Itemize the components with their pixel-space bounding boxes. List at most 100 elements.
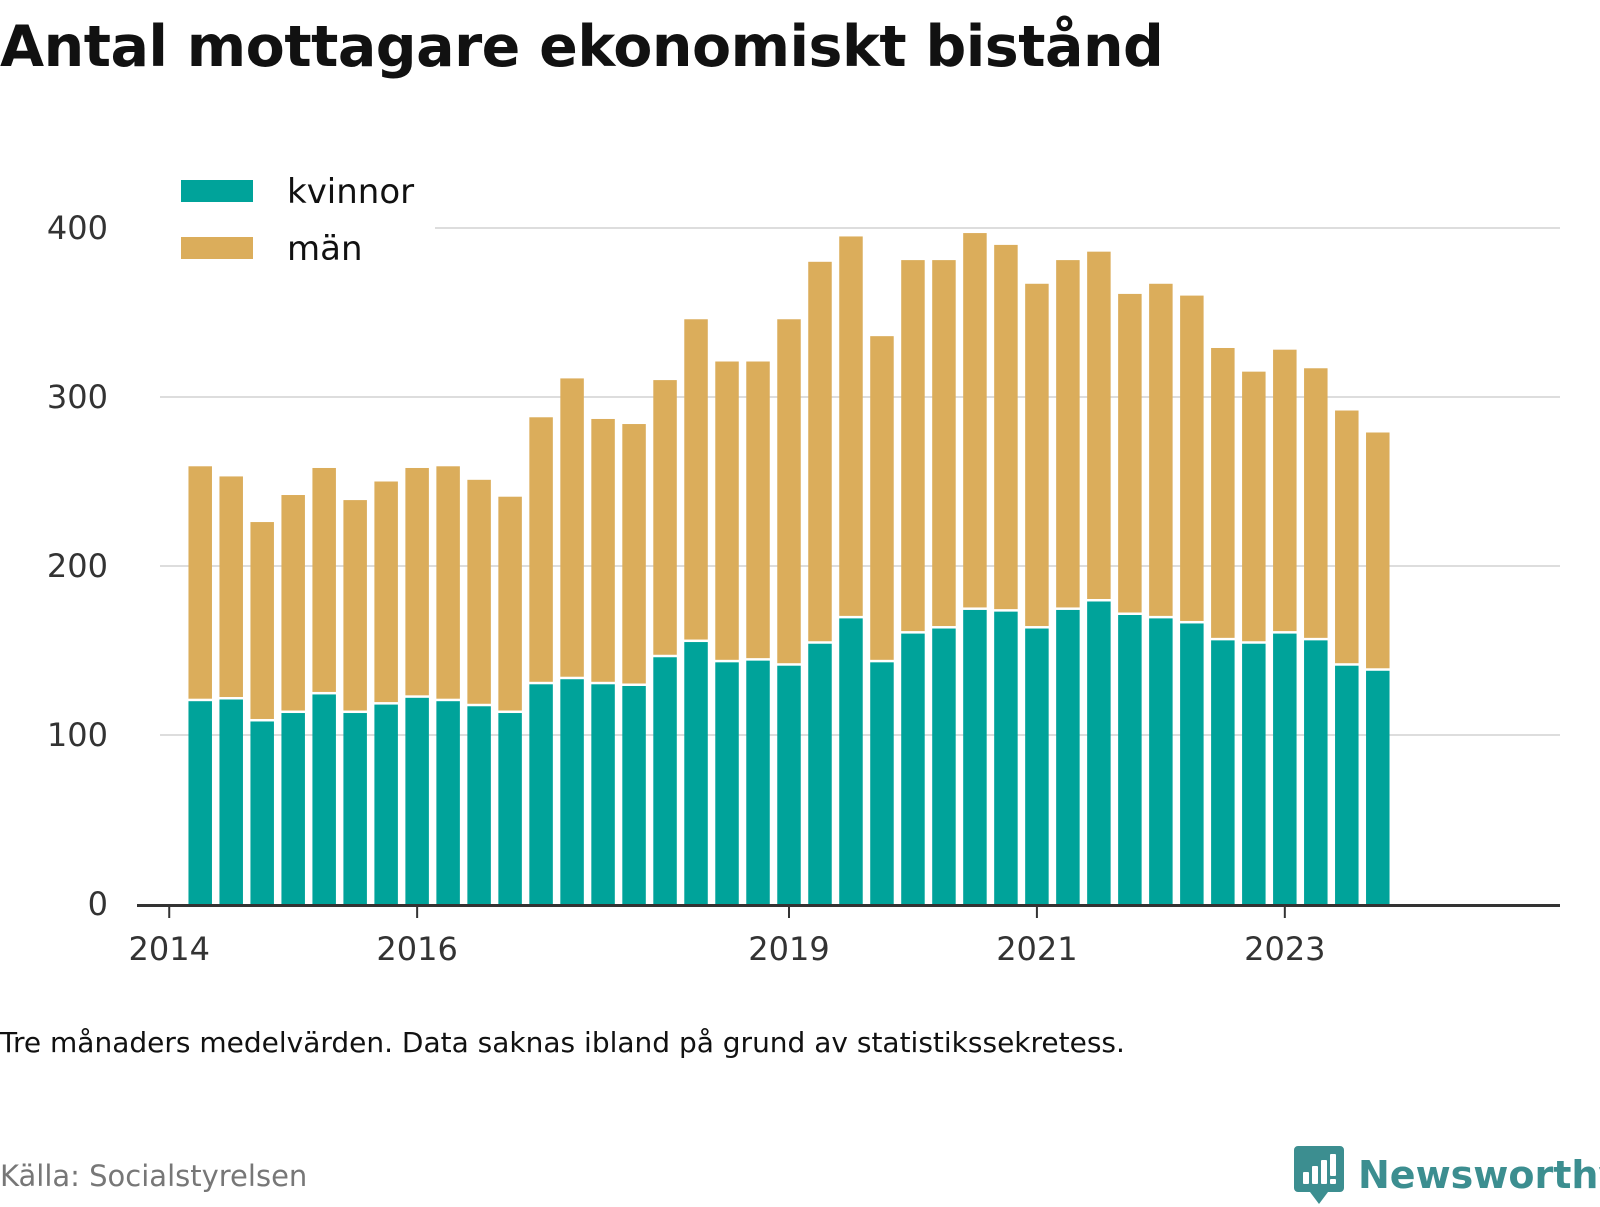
legend-label: kvinnor — [287, 172, 414, 212]
bar-kvinnor — [467, 706, 491, 904]
bar-kvinnor — [1211, 640, 1235, 904]
bar-man — [591, 418, 615, 682]
bar-kvinnor — [808, 643, 832, 904]
legend-swatch-man — [181, 237, 253, 259]
bar-kvinnor — [839, 618, 863, 904]
bar-man — [1335, 410, 1359, 664]
bar-kvinnor — [901, 633, 925, 904]
bar-kvinnor — [436, 701, 460, 904]
bar-kvinnor — [1304, 640, 1328, 904]
bar-man — [498, 496, 522, 711]
y-tick-label: 200 — [47, 547, 108, 585]
bar-kvinnor — [994, 611, 1018, 904]
bar-kvinnor — [870, 662, 894, 904]
y-tick-label: 300 — [47, 378, 108, 416]
bar-kvinnor — [529, 684, 553, 904]
bar-kvinnor — [1242, 643, 1266, 904]
bar-man — [1025, 283, 1049, 627]
bar-man — [901, 260, 925, 632]
bar-man — [1366, 432, 1390, 669]
bar-man — [1180, 295, 1204, 621]
bar-kvinnor — [1273, 633, 1297, 904]
bar-man — [405, 467, 429, 696]
legend-swatch-kvinnor — [181, 180, 253, 202]
x-tick-label: 2023 — [1244, 930, 1325, 968]
bar-kvinnor — [1056, 609, 1080, 904]
bar-man — [994, 244, 1018, 610]
bar-kvinnor — [1180, 623, 1204, 904]
bar-man — [777, 319, 801, 664]
bar-man — [808, 261, 832, 642]
bar-kvinnor — [591, 684, 615, 904]
bar-man — [560, 378, 584, 677]
bar-man — [374, 481, 398, 703]
bar-chart: 0 100 200 300 400 2014 2016 2019 2021 2023 kvinno… — [46, 160, 1560, 968]
bar-man — [932, 260, 956, 627]
legend: kvinnor män — [160, 160, 435, 278]
bar-kvinnor — [715, 662, 739, 904]
bar-kvinnor — [1118, 615, 1142, 904]
bar-man — [1149, 283, 1173, 616]
bar-kvinnor — [1087, 601, 1111, 904]
legend-label: män — [287, 229, 363, 269]
bar-kvinnor — [498, 713, 522, 904]
bar-kvinnor — [653, 657, 677, 904]
bar-man — [1304, 368, 1328, 638]
bar-kvinnor — [1025, 628, 1049, 904]
brand-name: Newsworthy — [1358, 1153, 1600, 1197]
bar-kvinnor — [343, 713, 367, 904]
bar-man — [1118, 293, 1142, 613]
bar-man — [1273, 349, 1297, 632]
bar-man — [622, 424, 646, 684]
bar-man — [436, 466, 460, 699]
bar-kvinnor — [777, 665, 801, 904]
bar-man — [312, 467, 336, 692]
bar-kvinnor — [963, 609, 987, 904]
y-tick-label: 100 — [47, 716, 108, 754]
bar-man — [746, 361, 770, 659]
chart-note: Tre månaders medelvärden. Data saknas ib… — [0, 1026, 1125, 1059]
source-label: Källa: Socialstyrelsen — [0, 1159, 308, 1193]
bar-kvinnor — [374, 704, 398, 904]
bar-man — [343, 500, 367, 711]
bar-man — [1242, 371, 1266, 642]
bar-kvinnor — [188, 701, 212, 904]
bar-man — [1087, 251, 1111, 599]
bar-kvinnor — [560, 679, 584, 904]
bar-man — [281, 495, 305, 711]
bar-man — [188, 466, 212, 699]
bar-man — [715, 361, 739, 660]
bar-man — [839, 236, 863, 616]
bar-man — [219, 476, 243, 698]
y-tick-label: 0 — [88, 885, 108, 923]
bar-kvinnor — [1366, 670, 1390, 904]
bar-kvinnor — [746, 660, 770, 904]
bar-kvinnor — [1335, 665, 1359, 904]
brand-logo[interactable]: Newsworthy — [1294, 1143, 1600, 1207]
bar-man — [529, 417, 553, 682]
bar-kvinnor — [622, 685, 646, 904]
bar-kvinnor — [250, 721, 274, 904]
newsworthy-logo-icon — [1294, 1146, 1344, 1204]
x-tick-label: 2014 — [129, 930, 210, 968]
bar-kvinnor — [281, 713, 305, 904]
x-tick-label: 2019 — [748, 930, 829, 968]
bar-kvinnor — [219, 699, 243, 904]
chart-title: Antal mottagare ekonomiskt bistånd — [0, 14, 1164, 80]
bar-man — [1056, 260, 1080, 608]
bar-man — [250, 522, 274, 719]
y-tick-label: 400 — [47, 209, 108, 247]
x-tick-label: 2021 — [996, 930, 1077, 968]
bars — [188, 233, 1390, 904]
bar-man — [684, 319, 708, 640]
bar-man — [1211, 347, 1235, 638]
bar-man — [467, 479, 491, 704]
bar-man — [653, 380, 677, 655]
bar-kvinnor — [405, 697, 429, 904]
axes: 0 100 200 300 400 2014 2016 2019 2021 2023 — [47, 209, 1560, 968]
bar-kvinnor — [312, 694, 336, 904]
bar-man — [963, 233, 987, 608]
bar-man — [870, 336, 894, 660]
bar-kvinnor — [684, 642, 708, 904]
bar-kvinnor — [932, 628, 956, 904]
